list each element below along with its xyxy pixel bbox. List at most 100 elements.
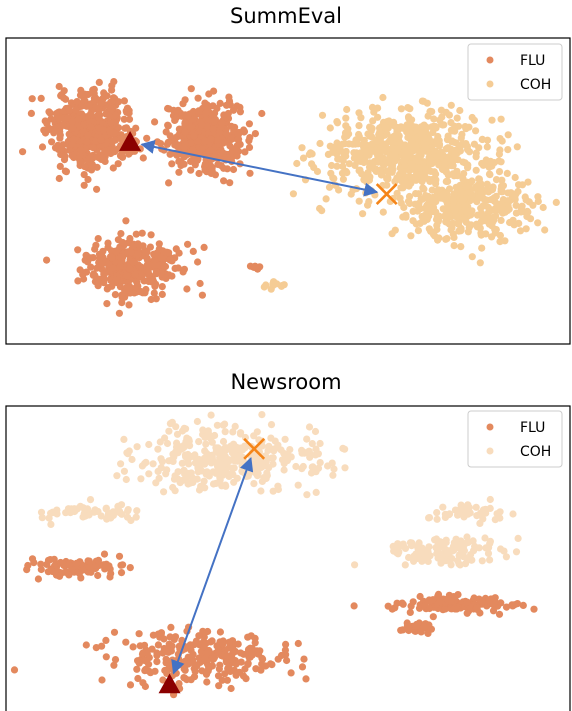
scatter-point-coh: [416, 170, 425, 178]
scatter-point-flu: [138, 272, 146, 280]
scatter-point-flu: [470, 594, 478, 602]
scatter-point-coh: [489, 183, 497, 191]
scatter-point-coh: [504, 131, 512, 139]
scatter-point-flu: [55, 82, 63, 91]
scatter-point-coh: [173, 439, 181, 447]
scatter-point-flu: [508, 601, 516, 609]
scatter-point-coh: [482, 197, 490, 205]
scatter-point-coh: [433, 515, 441, 523]
scatter-point-coh: [377, 132, 385, 141]
scatter-point-flu: [223, 676, 231, 684]
scatter-point-coh: [375, 156, 383, 164]
scatter-point-flu: [95, 78, 103, 86]
scatter-point-coh: [257, 487, 265, 495]
scatter-point-flu: [100, 550, 109, 558]
scatter-point-flu: [51, 124, 59, 132]
scatter-point-flu: [189, 146, 197, 154]
scatter-point-coh: [468, 113, 476, 122]
scatter-point-coh: [270, 447, 278, 455]
scatter-point-coh: [459, 175, 467, 183]
legend-swatch-flu: [486, 423, 494, 431]
scatter-point-coh: [37, 508, 46, 516]
scatter-point-coh: [316, 439, 324, 448]
scatter-point-flu: [189, 107, 197, 116]
scatter-point-coh: [368, 124, 376, 132]
scatter-point-coh: [440, 121, 448, 129]
scatter-point-flu: [56, 134, 64, 142]
scatter-point-coh: [325, 183, 334, 191]
scatter-point-coh: [133, 507, 141, 515]
scatter-point-flu: [406, 608, 414, 617]
scatter-point-flu: [187, 157, 195, 165]
panel-summeval: FLU COH: [5, 37, 571, 345]
scatter-point-coh: [257, 463, 265, 471]
scatter-point-coh: [231, 422, 239, 430]
scatter-point-flu: [519, 601, 527, 610]
scatter-point-flu: [447, 597, 456, 605]
scatter-point-coh: [154, 467, 162, 475]
scatter-point-coh: [424, 112, 432, 120]
scatter-point-flu: [232, 660, 240, 668]
scatter-point-coh: [258, 411, 266, 419]
scatter-point-coh: [497, 115, 505, 123]
scatter-point-flu: [216, 128, 224, 136]
scatter-point-flu: [497, 599, 505, 607]
scatter-point-flu: [211, 115, 219, 123]
scatter-point-coh: [117, 501, 126, 509]
scatter-point-coh: [394, 145, 402, 153]
scatter-point-coh: [124, 506, 132, 514]
scatter-point-flu: [115, 98, 123, 106]
scatter-point-flu: [82, 641, 90, 649]
scatter-point-coh: [539, 203, 547, 212]
scatter-point-coh: [167, 456, 175, 464]
scatter-point-coh: [213, 469, 222, 477]
scatter-point-flu: [157, 254, 165, 262]
legend-swatch-flu: [486, 56, 494, 64]
scatter-point-coh: [399, 169, 407, 177]
scatter-point-flu: [266, 660, 275, 668]
scatter-point-flu: [180, 160, 188, 168]
scatter-point-coh: [381, 122, 389, 131]
scatter-point-flu: [164, 138, 172, 146]
scatter-point-coh: [330, 465, 338, 473]
scatter-point-coh: [486, 537, 494, 546]
scatter-point-flu: [76, 157, 84, 165]
scatter-point-flu: [227, 135, 235, 144]
scatter-point-coh: [299, 448, 308, 456]
scatter-point-flu: [147, 295, 155, 304]
scatter-point-flu: [105, 562, 113, 570]
scatter-point-flu: [60, 87, 68, 95]
scatter-point-coh: [552, 198, 560, 206]
scatter-point-flu: [139, 649, 147, 657]
scatter-point-coh: [422, 192, 430, 200]
scatter-point-flu: [218, 119, 226, 127]
scatter-point-coh: [424, 206, 432, 214]
scatter-point-coh: [435, 142, 443, 150]
scatter-point-flu: [143, 134, 151, 142]
scatter-point-coh: [400, 203, 408, 212]
scatter-point-coh: [484, 549, 493, 558]
scatter-point-flu: [85, 102, 93, 110]
scatter-point-coh: [47, 520, 55, 529]
scatter-point-coh: [212, 444, 220, 452]
scatter-point-flu: [115, 309, 123, 317]
scatter-point-coh: [476, 259, 484, 267]
scatter-point-coh: [211, 431, 219, 440]
scatter-point-flu: [198, 121, 206, 129]
scatter-point-coh: [447, 101, 455, 109]
scatter-point-coh: [478, 135, 486, 144]
scatter-point-flu: [237, 649, 245, 657]
scatter-point-coh: [195, 438, 203, 446]
scatter-point-flu: [44, 556, 53, 564]
scatter-point-flu: [75, 115, 83, 123]
scatter-point-flu: [136, 288, 144, 296]
scatter-point-flu: [43, 120, 51, 128]
scatter-point-coh: [396, 139, 404, 147]
scatter-point-flu: [162, 659, 170, 667]
scatter-point-coh: [432, 123, 440, 131]
scatter-point-flu: [399, 626, 407, 634]
scatter-point-coh: [428, 186, 436, 194]
scatter-point-coh: [310, 163, 318, 171]
scatter-point-flu: [196, 279, 204, 288]
scatter-point-coh: [182, 453, 190, 461]
